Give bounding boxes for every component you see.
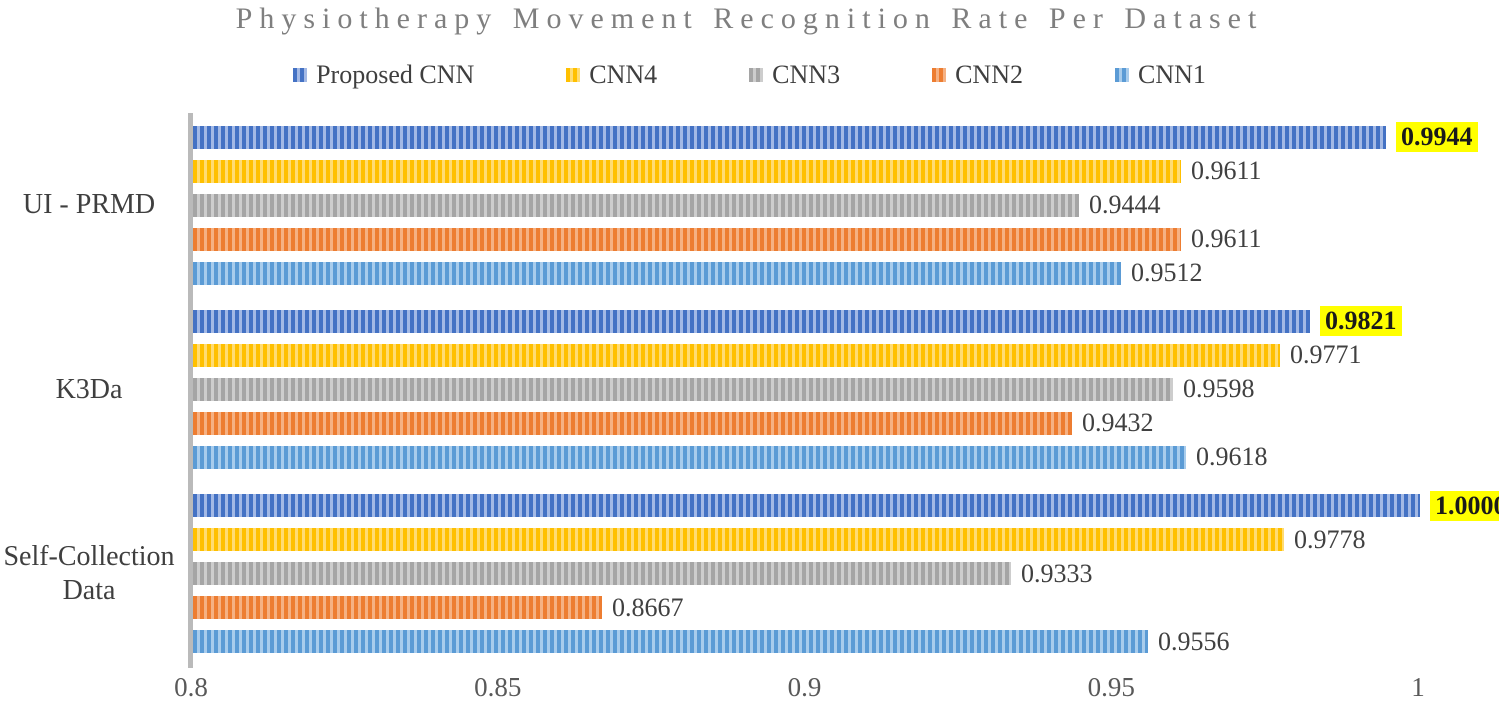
plot-area: UI - PRMD 0.9944 0.9611 0.9444 0.9611 0.9512 K… <box>0 113 1499 669</box>
bar-group: 0.9821 0.9771 0.9598 0.9432 0.9618 <box>193 297 1499 481</box>
bar-cnn3 <box>193 562 1011 586</box>
legend-swatch-icon <box>566 68 581 82</box>
legend-swatch-icon <box>749 68 764 82</box>
bar-value-label: 0.9821 <box>1320 306 1402 337</box>
legend-label: CNN2 <box>955 60 1023 89</box>
bar-value-label: 0.9944 <box>1396 122 1478 153</box>
bar-row: 0.9611 <box>193 156 1499 186</box>
bar-value-label: 0.9618 <box>1196 442 1268 472</box>
bar-proposed-cnn <box>193 125 1386 149</box>
bar-row: 0.9444 <box>193 190 1499 220</box>
x-axis-tick-labels: 0.8 0.85 0.9 0.95 1 <box>0 672 1499 712</box>
chart-legend: Proposed CNN CNN4 CNN3 CNN2 CNN1 <box>0 60 1499 90</box>
x-tick-label: 0.95 <box>1087 672 1135 702</box>
bar-value-label: 0.9778 <box>1294 524 1366 554</box>
bar-proposed-cnn <box>193 494 1420 518</box>
bar-cnn4 <box>193 528 1284 552</box>
bar-cnn3 <box>193 377 1173 401</box>
bar-cnn2 <box>193 596 602 620</box>
bar-value-label: 0.9512 <box>1131 258 1203 288</box>
bar-row: 0.9611 <box>193 224 1499 254</box>
bar-row: 0.9618 <box>193 442 1499 472</box>
bar-cnn1 <box>193 261 1121 285</box>
bar-cnn4 <box>193 159 1181 183</box>
bar-value-label: 0.9432 <box>1082 408 1154 438</box>
bar-value-label: 0.9611 <box>1191 224 1262 254</box>
bar-value-label: 0.9556 <box>1158 626 1230 656</box>
bar-cnn1 <box>193 630 1148 654</box>
bar-value-label: 0.9611 <box>1191 156 1262 186</box>
legend-item-cnn1: CNN1 <box>1114 60 1206 90</box>
bar-value-label: 0.9444 <box>1089 190 1161 220</box>
legend-item-cnn4: CNN4 <box>566 60 657 90</box>
bar-group: 0.9944 0.9611 0.9444 0.9611 0.9512 <box>193 113 1499 297</box>
bar-row: 0.9512 <box>193 258 1499 288</box>
bar-cnn4 <box>193 343 1280 367</box>
bar-value-label: 0.9771 <box>1290 340 1362 370</box>
bar-cnn2 <box>193 227 1181 251</box>
bar-row: 0.9778 <box>193 524 1499 554</box>
bar-row: 0.9556 <box>193 626 1499 656</box>
bar-row: 0.9598 <box>193 374 1499 404</box>
x-tick-label: 0.9 <box>787 672 822 702</box>
bar-value-label: 0.8667 <box>612 592 684 622</box>
y-axis-line <box>188 113 193 668</box>
bar-row: 0.9821 <box>193 306 1499 337</box>
category-label: Self-Collection Data <box>3 540 175 606</box>
bar-row: 0.9771 <box>193 340 1499 370</box>
bar-value-label: 0.9333 <box>1021 558 1093 588</box>
bar-proposed-cnn <box>193 309 1310 333</box>
bar-row: 0.9944 <box>193 122 1499 153</box>
category-label: K3Da <box>55 373 123 405</box>
bar-value-label: 0.9598 <box>1183 374 1255 404</box>
bar-cnn1 <box>193 445 1186 469</box>
bar-row: 0.8667 <box>193 592 1499 622</box>
legend-label: Proposed CNN <box>316 60 475 89</box>
legend-item-cnn3: CNN3 <box>749 60 840 90</box>
bar-row: 0.9432 <box>193 408 1499 438</box>
legend-label: CNN4 <box>589 60 658 89</box>
bar-cnn2 <box>193 411 1072 435</box>
legend-swatch-icon <box>1114 68 1129 82</box>
legend-item-proposed-cnn: Proposed CNN <box>293 60 474 90</box>
bar-row: 0.9333 <box>193 558 1499 588</box>
legend-label: CNN3 <box>772 60 841 89</box>
legend-swatch-icon <box>293 68 308 82</box>
bar-cnn3 <box>193 193 1079 217</box>
x-tick-label: 1 <box>1411 672 1425 702</box>
x-tick-label: 0.8 <box>174 672 208 702</box>
x-tick-label: 0.85 <box>474 672 522 702</box>
chart-title: Physiotherapy Movement Recognition Rate … <box>235 2 1264 35</box>
legend-swatch-icon <box>932 68 947 82</box>
legend-item-cnn2: CNN2 <box>932 60 1023 90</box>
legend-label: CNN1 <box>1137 60 1206 89</box>
category-label: UI - PRMD <box>22 189 156 221</box>
